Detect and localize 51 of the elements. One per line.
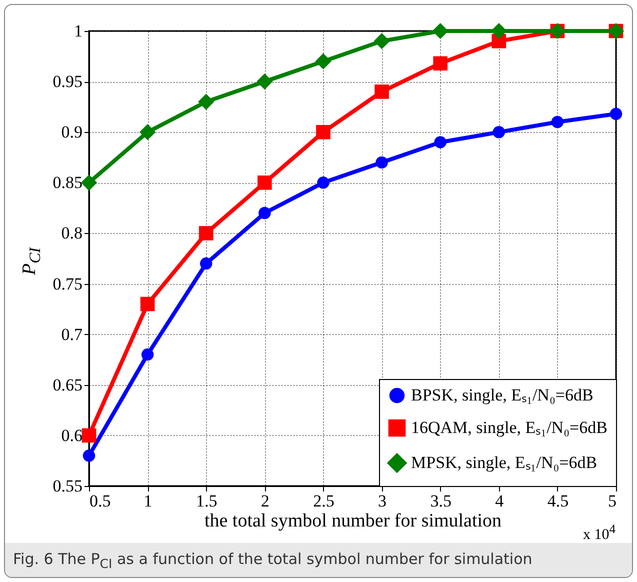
point — [256, 73, 273, 90]
point — [374, 33, 390, 50]
point — [610, 108, 622, 120]
point — [82, 428, 96, 443]
y-tick-label: 0.65 — [52, 375, 82, 394]
point — [258, 176, 272, 190]
point — [315, 53, 332, 70]
point — [200, 257, 212, 270]
y-tick-label: 0.7 — [61, 324, 83, 344]
point — [492, 126, 506, 138]
x-axis-title: the total symbol number for simulation — [204, 510, 502, 532]
legend-label: 16QAM, single, Eₛ₁/N₀=6dB — [411, 418, 608, 437]
y-tick-label: 0.8 — [61, 224, 82, 243]
point — [82, 450, 96, 462]
point — [374, 84, 389, 99]
x-tick-label: 4.5 — [547, 492, 569, 510]
point — [258, 206, 271, 220]
y-tick-label: 0.55 — [52, 476, 82, 496]
x-tick-label: 1 — [144, 492, 152, 510]
text: x 10$^{4}$ — [583, 522, 616, 544]
point — [80, 174, 98, 191]
caption: Fig. 6 The P$_{CI}$ as a function of the total symbol number for simulation — [5, 543, 632, 577]
legend-label: BPSK, single, Eₛ₁/N₀=6dB — [411, 386, 594, 404]
x-tick-label: 1.5 — [196, 492, 218, 510]
point — [376, 156, 388, 169]
x-tick-label: 2 — [260, 492, 270, 510]
point — [434, 136, 446, 148]
x-tick-label: 4 — [495, 492, 504, 510]
point — [551, 116, 564, 128]
x-tick-label: 5 — [608, 492, 616, 510]
y-tick-label: 0.75 — [52, 274, 82, 294]
point — [432, 22, 448, 40]
x-tick-label: 3.5 — [430, 492, 452, 510]
point — [198, 94, 214, 110]
point — [198, 226, 214, 240]
point — [140, 296, 155, 312]
x-tick-label: 0.5 — [90, 492, 111, 510]
y-tick-label: 0.9 — [61, 122, 82, 142]
point — [433, 56, 448, 71]
x-tick-label: 2.5 — [313, 492, 334, 510]
y-tick-label: 0.85 — [52, 173, 82, 192]
y-tick-label: 1 — [74, 22, 82, 40]
y-tick-label: 0.95 — [52, 72, 82, 92]
point — [317, 176, 330, 189]
point — [490, 22, 507, 40]
point — [139, 124, 156, 140]
y-tick-label: 0.6 — [61, 426, 82, 445]
point — [141, 348, 154, 361]
point — [316, 124, 330, 140]
legend-label: MPSK, single, Eₛ₁/N₀=6dB — [411, 453, 598, 472]
x-tick-label: 3 — [378, 492, 387, 510]
